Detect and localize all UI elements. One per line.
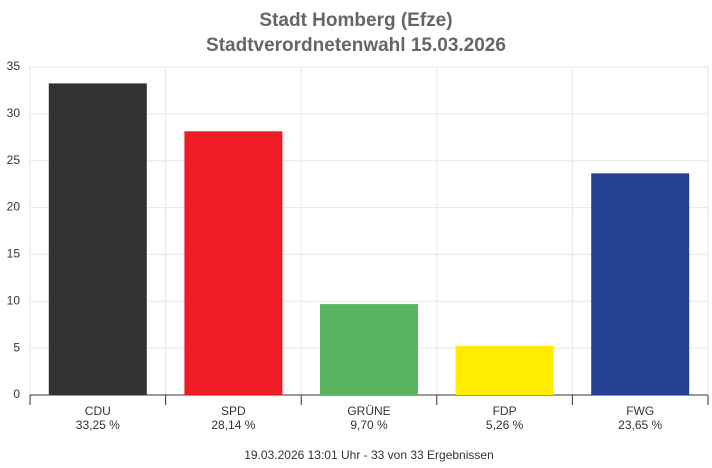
x-tick-label: GRÜNE <box>347 404 390 418</box>
value-label: 5,26 % <box>486 418 524 432</box>
bar <box>184 131 283 395</box>
bar <box>455 345 554 395</box>
bar <box>48 83 147 396</box>
chart-title: Stadt Homberg (Efze) <box>259 10 452 31</box>
y-tick-label: 15 <box>7 247 21 261</box>
y-tick-label: 5 <box>13 340 20 354</box>
bar <box>591 173 690 395</box>
x-tick-label: CDU <box>85 404 111 418</box>
x-tick-label: FDP <box>493 404 517 418</box>
y-tick-label: 30 <box>7 106 21 120</box>
y-tick-label: 0 <box>13 387 20 401</box>
value-label: 23,65 % <box>618 418 662 432</box>
bar <box>320 304 418 395</box>
footnote: 19.03.2026 13:01 Uhr - 33 von 33 Ergebni… <box>244 448 494 462</box>
value-label: 9,70 % <box>350 418 388 432</box>
x-tick-label: FWG <box>626 404 654 418</box>
value-label: 33,25 % <box>76 418 120 432</box>
x-tick-label: SPD <box>221 404 246 418</box>
chart-subtitle: Stadtverordnetenwahl 15.03.2026 <box>206 35 506 56</box>
y-tick-label: 10 <box>7 293 21 307</box>
y-tick-label: 25 <box>7 153 21 167</box>
y-tick-label: 20 <box>7 200 21 214</box>
value-label: 28,14 % <box>211 418 255 432</box>
y-tick-label: 35 <box>7 59 21 73</box>
